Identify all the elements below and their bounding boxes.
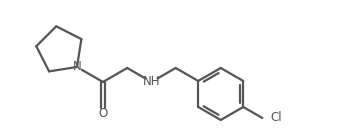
- Text: NH: NH: [143, 75, 160, 88]
- Text: N: N: [72, 60, 81, 74]
- Text: O: O: [98, 108, 108, 121]
- Text: Cl: Cl: [270, 111, 282, 124]
